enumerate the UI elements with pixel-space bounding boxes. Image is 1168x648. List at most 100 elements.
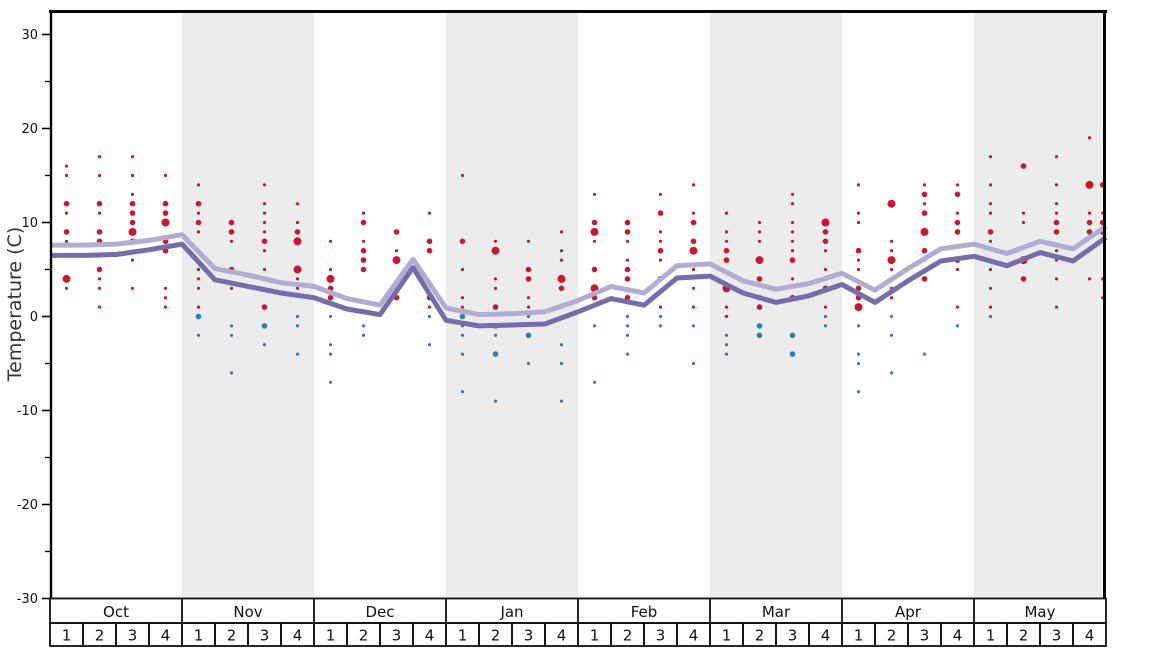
warm-observation-dot bbox=[97, 305, 102, 309]
warm-observation-dot bbox=[195, 200, 202, 207]
warm-observation-dot bbox=[1021, 220, 1026, 225]
warm-observation-dot bbox=[889, 249, 894, 253]
cold-observation-dot bbox=[856, 324, 861, 328]
warm-observation-dot bbox=[823, 305, 828, 309]
cold-observation-dot bbox=[559, 343, 564, 347]
warm-observation-dot bbox=[658, 239, 663, 243]
week-number-label: 1 bbox=[62, 627, 72, 645]
warm-observation-dot bbox=[360, 247, 367, 254]
warm-observation-dot bbox=[526, 296, 531, 300]
cold-observation-dot bbox=[592, 324, 597, 328]
warm-observation-dot bbox=[557, 274, 566, 283]
warm-observation-dot bbox=[1053, 229, 1060, 235]
warm-observation-dot bbox=[757, 239, 762, 243]
warm-observation-dot bbox=[262, 249, 267, 253]
warm-observation-dot bbox=[426, 247, 433, 254]
warm-observation-dot bbox=[558, 285, 565, 292]
warm-observation-dot bbox=[228, 219, 235, 226]
warm-observation-dot bbox=[690, 238, 697, 245]
cold-observation-dot bbox=[823, 324, 828, 328]
warm-observation-dot bbox=[624, 229, 631, 235]
warm-observation-dot bbox=[658, 230, 663, 234]
warm-observation-dot bbox=[493, 277, 498, 281]
warm-observation-dot bbox=[921, 247, 928, 254]
warm-observation-dot bbox=[196, 183, 201, 187]
cold-observation-dot bbox=[427, 314, 432, 319]
warm-observation-dot bbox=[360, 219, 367, 226]
cold-observation-dot bbox=[889, 333, 894, 337]
warm-observation-dot bbox=[889, 267, 894, 272]
warm-observation-dot bbox=[63, 229, 70, 235]
warm-observation-dot bbox=[856, 220, 861, 225]
warm-observation-dot bbox=[1054, 249, 1059, 253]
warm-observation-dot bbox=[393, 229, 400, 235]
month-cell-nov: Nov bbox=[233, 603, 262, 621]
cold-observation-dot bbox=[625, 324, 630, 328]
warm-observation-dot bbox=[328, 267, 333, 272]
warm-observation-dot bbox=[790, 277, 795, 281]
week-number-label: 1 bbox=[590, 627, 600, 645]
warm-observation-dot bbox=[823, 267, 828, 272]
y-tick-label: -30 bbox=[17, 592, 38, 607]
cold-observation-dot bbox=[295, 314, 300, 319]
y-tick-label: 20 bbox=[21, 122, 38, 137]
warm-observation-dot bbox=[361, 239, 366, 243]
warm-observation-dot bbox=[822, 238, 829, 245]
warm-observation-dot bbox=[1054, 277, 1059, 281]
warm-observation-dot bbox=[689, 246, 698, 255]
warm-observation-dot bbox=[691, 211, 696, 215]
cold-observation-dot bbox=[460, 333, 465, 337]
warm-observation-dot bbox=[1021, 211, 1026, 215]
week-number-label: 4 bbox=[953, 627, 963, 645]
cold-observation-dot bbox=[493, 399, 498, 403]
warm-observation-dot bbox=[691, 267, 696, 272]
week-number-label: 1 bbox=[986, 627, 996, 645]
warm-observation-dot bbox=[129, 200, 136, 207]
week-number-label: 3 bbox=[920, 627, 930, 645]
cold-observation-dot bbox=[328, 314, 333, 319]
warm-observation-dot bbox=[427, 211, 432, 215]
warm-observation-dot bbox=[261, 304, 268, 310]
warm-observation-dot bbox=[493, 239, 498, 243]
warm-observation-dot bbox=[723, 247, 730, 254]
shaded-band-nov bbox=[182, 10, 314, 598]
cold-observation-dot bbox=[658, 324, 663, 328]
month-shading-bands bbox=[182, 10, 1106, 598]
average-temperature-lines bbox=[50, 224, 1108, 329]
warm-observation-dot bbox=[64, 164, 69, 168]
week-number-label: 3 bbox=[788, 627, 798, 645]
warm-observation-dot bbox=[954, 229, 961, 235]
warm-observation-dot bbox=[724, 305, 729, 309]
warm-observation-dot bbox=[856, 258, 861, 262]
month-cell-apr: Apr bbox=[895, 603, 922, 621]
warm-observation-dot bbox=[955, 211, 960, 215]
warm-observation-dot bbox=[261, 238, 268, 245]
cold-observation-dot bbox=[526, 314, 531, 319]
warm-observation-dot bbox=[790, 202, 795, 206]
warm-observation-dot bbox=[790, 192, 795, 196]
warm-observation-dot bbox=[657, 210, 664, 216]
cold-observation-dot bbox=[361, 333, 366, 337]
cold-observation-dot bbox=[196, 333, 201, 337]
cold-observation-dot bbox=[856, 352, 861, 356]
cold-observation-dot bbox=[625, 333, 630, 337]
warm-observation-dot bbox=[724, 239, 729, 243]
warm-observation-dot bbox=[97, 277, 102, 281]
shaded-band-may bbox=[974, 10, 1106, 598]
warm-observation-dot bbox=[921, 191, 928, 198]
warm-observation-dot bbox=[196, 230, 201, 234]
warm-observation-dot bbox=[526, 305, 531, 309]
warm-observation-dot bbox=[326, 274, 335, 283]
warm-observation-dot bbox=[559, 258, 564, 262]
warm-observation-dot bbox=[492, 304, 499, 310]
week-number-label: 1 bbox=[326, 627, 336, 645]
cold-observation-dot bbox=[525, 332, 532, 339]
warm-observation-dot bbox=[624, 266, 631, 273]
cold-observation-dot bbox=[328, 352, 333, 356]
warm-observation-dot bbox=[294, 229, 301, 235]
cold-observation-dot bbox=[295, 324, 300, 328]
warm-observation-dot bbox=[1020, 276, 1027, 282]
cold-observation-dot bbox=[592, 380, 597, 384]
warm-observation-dot bbox=[97, 286, 102, 290]
cold-observation-dot bbox=[229, 324, 234, 328]
